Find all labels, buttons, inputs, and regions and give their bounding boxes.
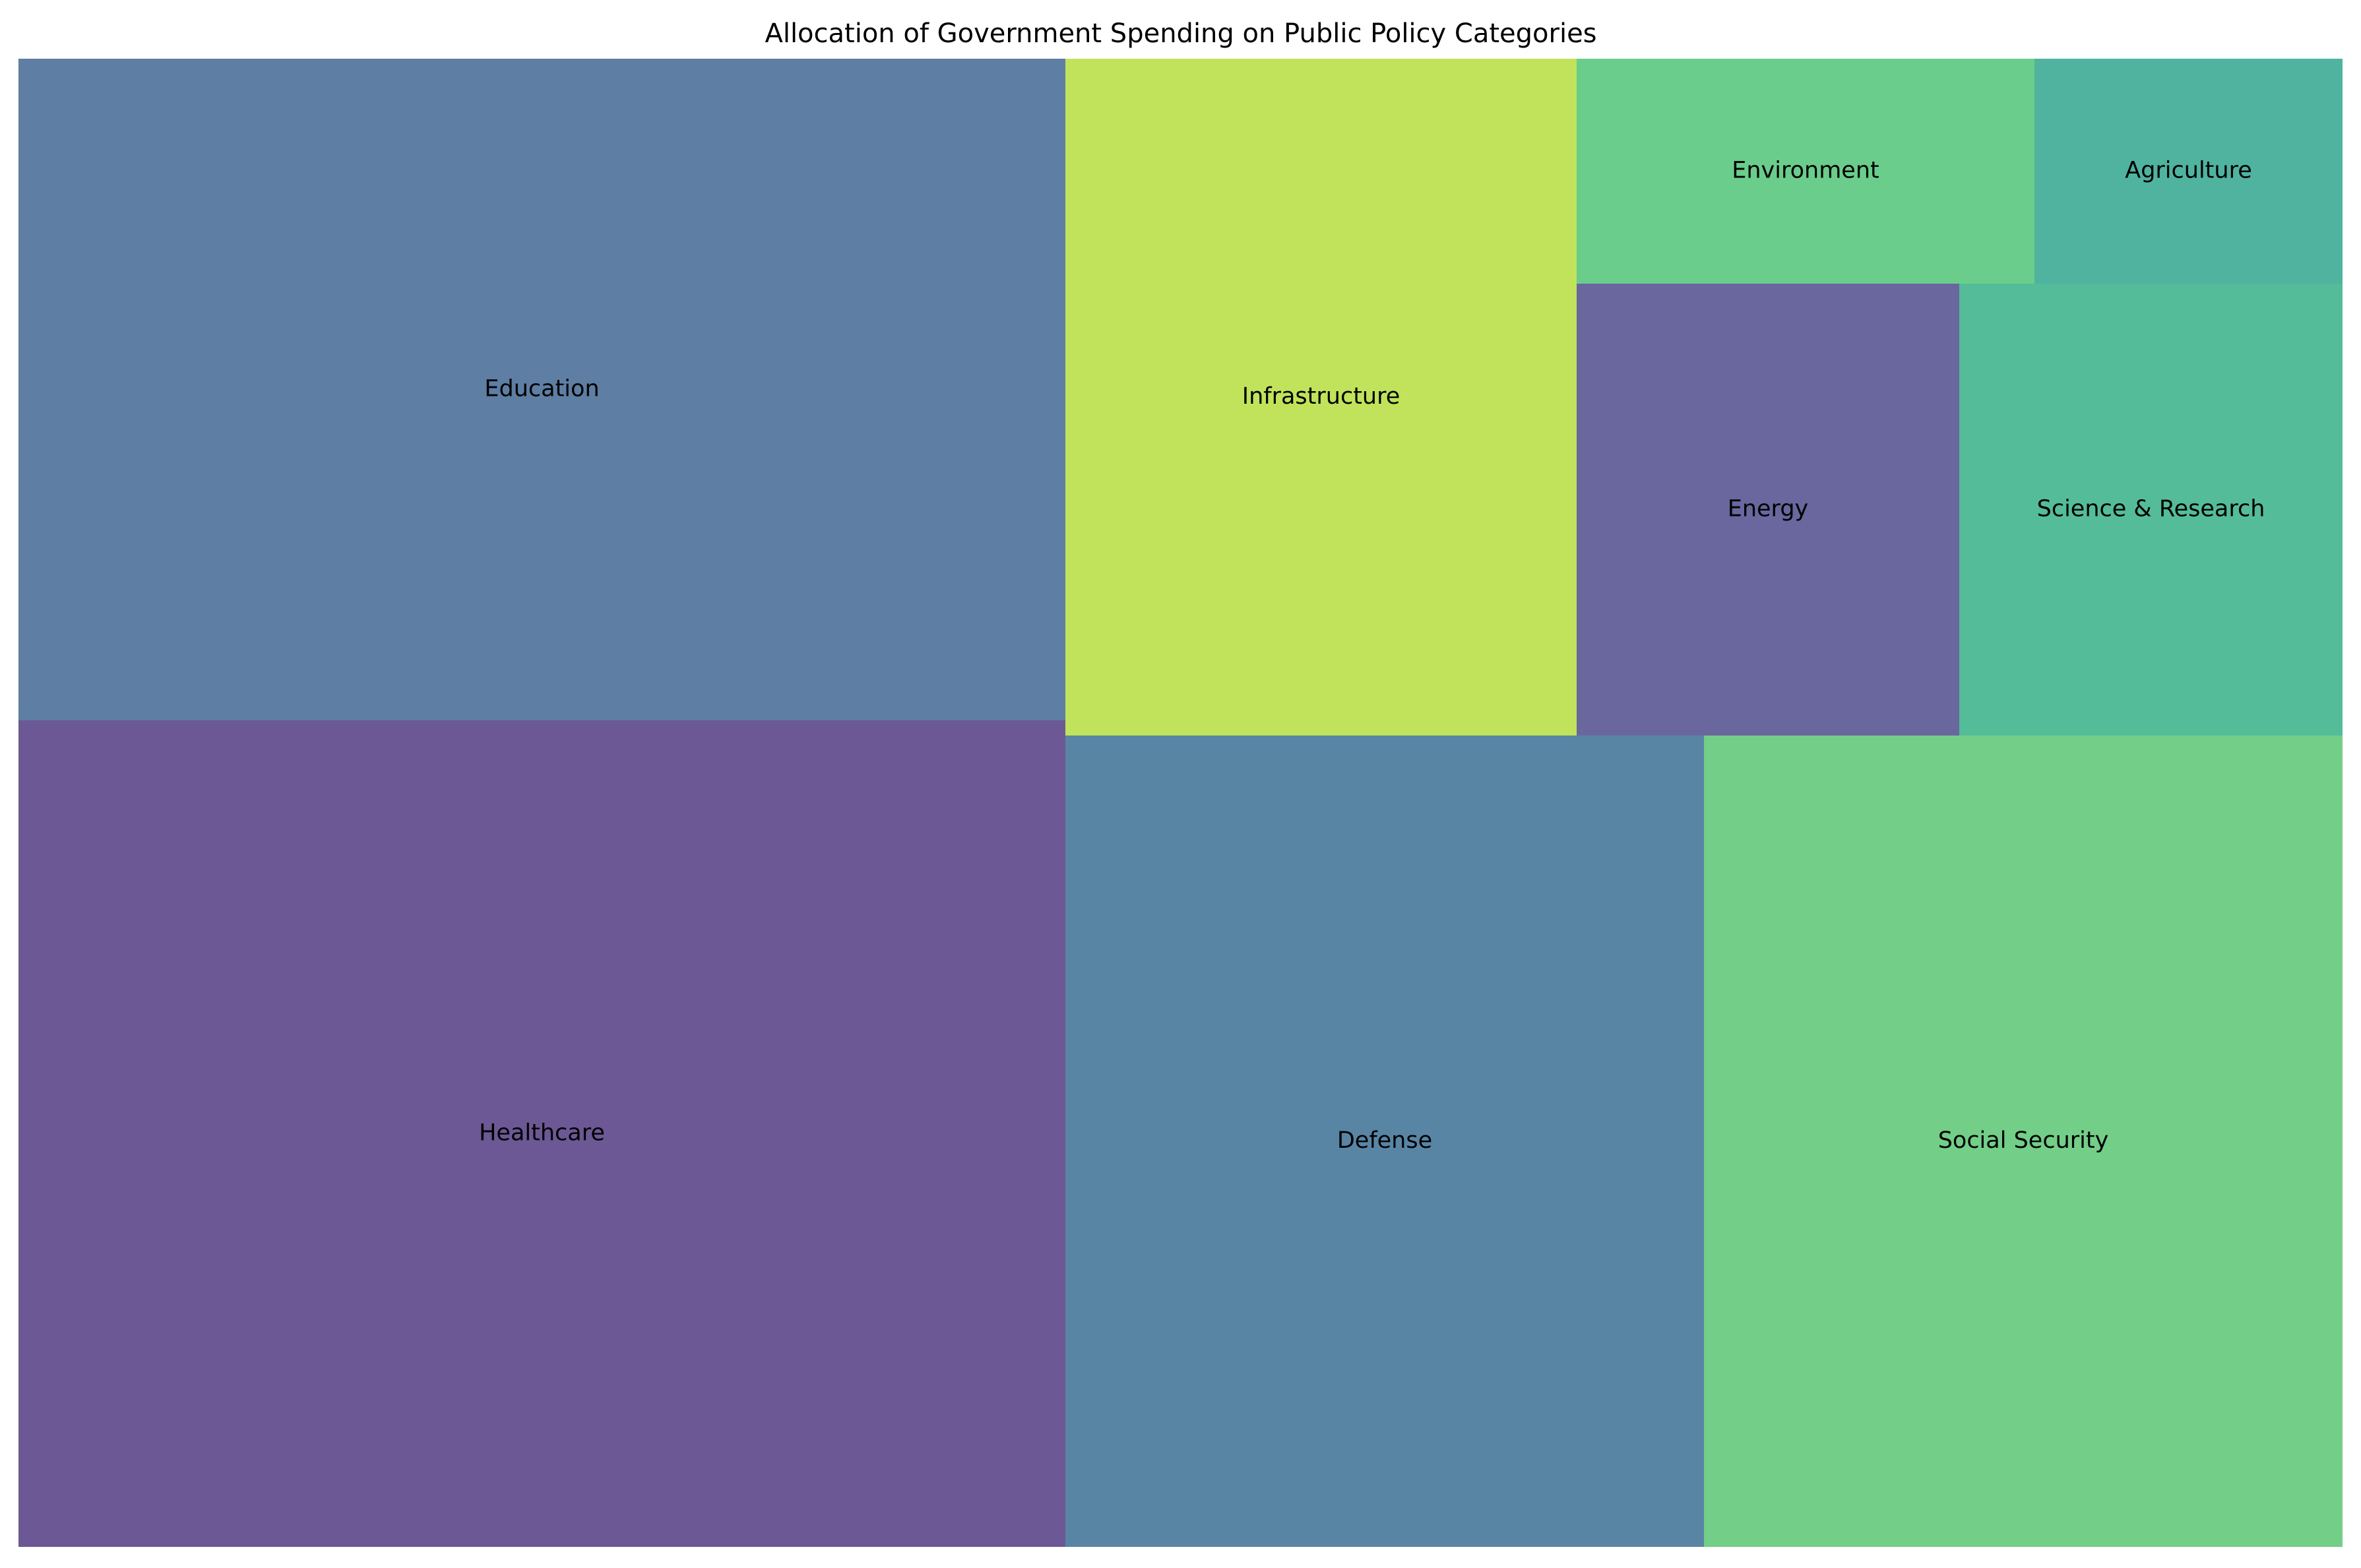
tile-rect-agriculture [2034, 59, 2343, 284]
tile-label-infrastructure: Infrastructure [1242, 383, 1401, 410]
tile-label-agriculture: Agriculture [2125, 158, 2251, 184]
tile-healthcare: Healthcare [18, 720, 1065, 1547]
tile-infrastructure: Infrastructure [1065, 59, 1577, 736]
tile-label-education: Education [484, 376, 599, 402]
tile-rect-healthcare [18, 720, 1065, 1547]
tile-environment: Environment [1577, 59, 2034, 284]
tile-social-security: Social Security [1704, 736, 2343, 1547]
tile-education: Education [18, 59, 1065, 720]
tile-label-defense: Defense [1337, 1127, 1432, 1154]
tile-defense: Defense [1065, 736, 1704, 1547]
tile-rect-education [18, 59, 1065, 720]
tile-rect-environment [1577, 59, 2034, 284]
tile-science-and-research: Science & Research [1959, 284, 2343, 736]
tile-rect-defense [1065, 736, 1704, 1547]
tile-label-healthcare: Healthcare [479, 1120, 605, 1146]
tile-label-environment: Environment [1732, 158, 1879, 184]
tile-rect-social-security [1704, 736, 2343, 1547]
treemap-tiles: Healthcare Education Defense Social Securit… [18, 59, 2343, 1547]
tile-rect-science-and-research [1959, 284, 2343, 736]
chart-title: Allocation of Government Spending on Pub… [765, 18, 1596, 49]
tile-label-science-and-research: Science & Research [2037, 496, 2265, 522]
tile-energy: Energy [1577, 284, 1959, 736]
tile-rect-energy [1577, 284, 1959, 736]
tile-label-energy: Energy [1728, 496, 1809, 522]
tile-rect-infrastructure [1065, 59, 1577, 736]
tile-agriculture: Agriculture [2034, 59, 2343, 284]
tile-label-social-security: Social Security [1938, 1127, 2109, 1154]
